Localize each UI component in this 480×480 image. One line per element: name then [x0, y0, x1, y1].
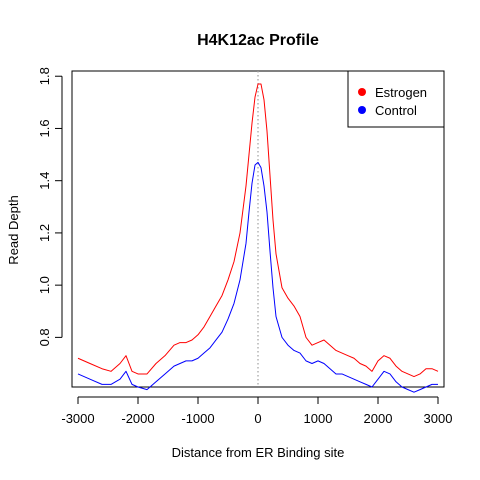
legend-marker-control — [358, 106, 366, 114]
legend-marker-estrogen — [358, 88, 366, 96]
y-tick-label: 1.2 — [37, 224, 52, 242]
x-tick-label: -3000 — [61, 411, 94, 426]
y-tick-label: 1.8 — [37, 67, 52, 85]
x-axis: -3000 -2000 -1000 0 1000 2000 3000 — [61, 396, 453, 426]
y-tick-label: 1.6 — [37, 119, 52, 137]
x-tick-label: -1000 — [181, 411, 214, 426]
y-tick-label: 1.4 — [37, 172, 52, 190]
chart-title: H4K12ac Profile — [197, 32, 319, 49]
x-tick-label: -2000 — [121, 411, 154, 426]
y-axis-label: Read Depth — [6, 195, 21, 264]
legend-box — [347, 70, 445, 128]
series-line-control — [77, 161, 438, 393]
y-tick-label: 0.8 — [37, 328, 52, 346]
x-tick-label: 0 — [254, 411, 261, 426]
x-axis-label: Distance from ER Binding site — [172, 445, 345, 460]
series-line-estrogen — [77, 83, 439, 378]
legend: Estrogen Control — [347, 70, 445, 128]
y-tick-label: 1.0 — [37, 276, 52, 294]
x-tick-label: 1000 — [304, 411, 333, 426]
y-axis: 0.8 1.0 1.2 1.4 1.6 1.8 — [37, 67, 63, 346]
legend-label-control: Control — [375, 103, 417, 118]
x-tick-label: 2000 — [364, 411, 393, 426]
x-tick-label: 3000 — [424, 411, 453, 426]
legend-label-estrogen: Estrogen — [375, 85, 427, 100]
